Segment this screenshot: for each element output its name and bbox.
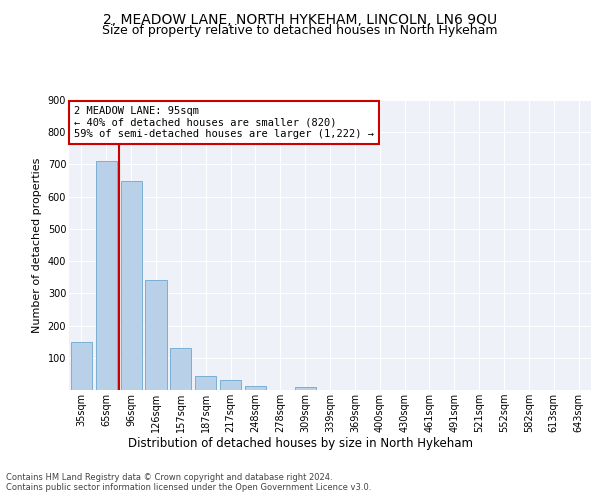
Bar (195, 376, 216, 390)
Bar (145, 280, 167, 390)
Text: Size of property relative to detached houses in North Hykeham: Size of property relative to detached ho… (102, 24, 498, 37)
Bar (220, 380, 241, 390)
Bar (71, 342, 92, 390)
Text: 2 MEADOW LANE: 95sqm
← 40% of detached houses are smaller (820)
59% of semi-deta: 2 MEADOW LANE: 95sqm ← 40% of detached h… (74, 106, 374, 139)
Bar (295, 388, 316, 390)
Bar (121, 180, 142, 390)
Bar (96, 161, 117, 390)
Y-axis label: Number of detached properties: Number of detached properties (32, 158, 42, 332)
Bar (170, 348, 191, 390)
Text: 2, MEADOW LANE, NORTH HYKEHAM, LINCOLN, LN6 9QU: 2, MEADOW LANE, NORTH HYKEHAM, LINCOLN, … (103, 12, 497, 26)
Bar (245, 386, 266, 390)
Text: Contains HM Land Registry data © Crown copyright and database right 2024.
Contai: Contains HM Land Registry data © Crown c… (6, 472, 371, 492)
Text: Distribution of detached houses by size in North Hykeham: Distribution of detached houses by size … (128, 438, 473, 450)
